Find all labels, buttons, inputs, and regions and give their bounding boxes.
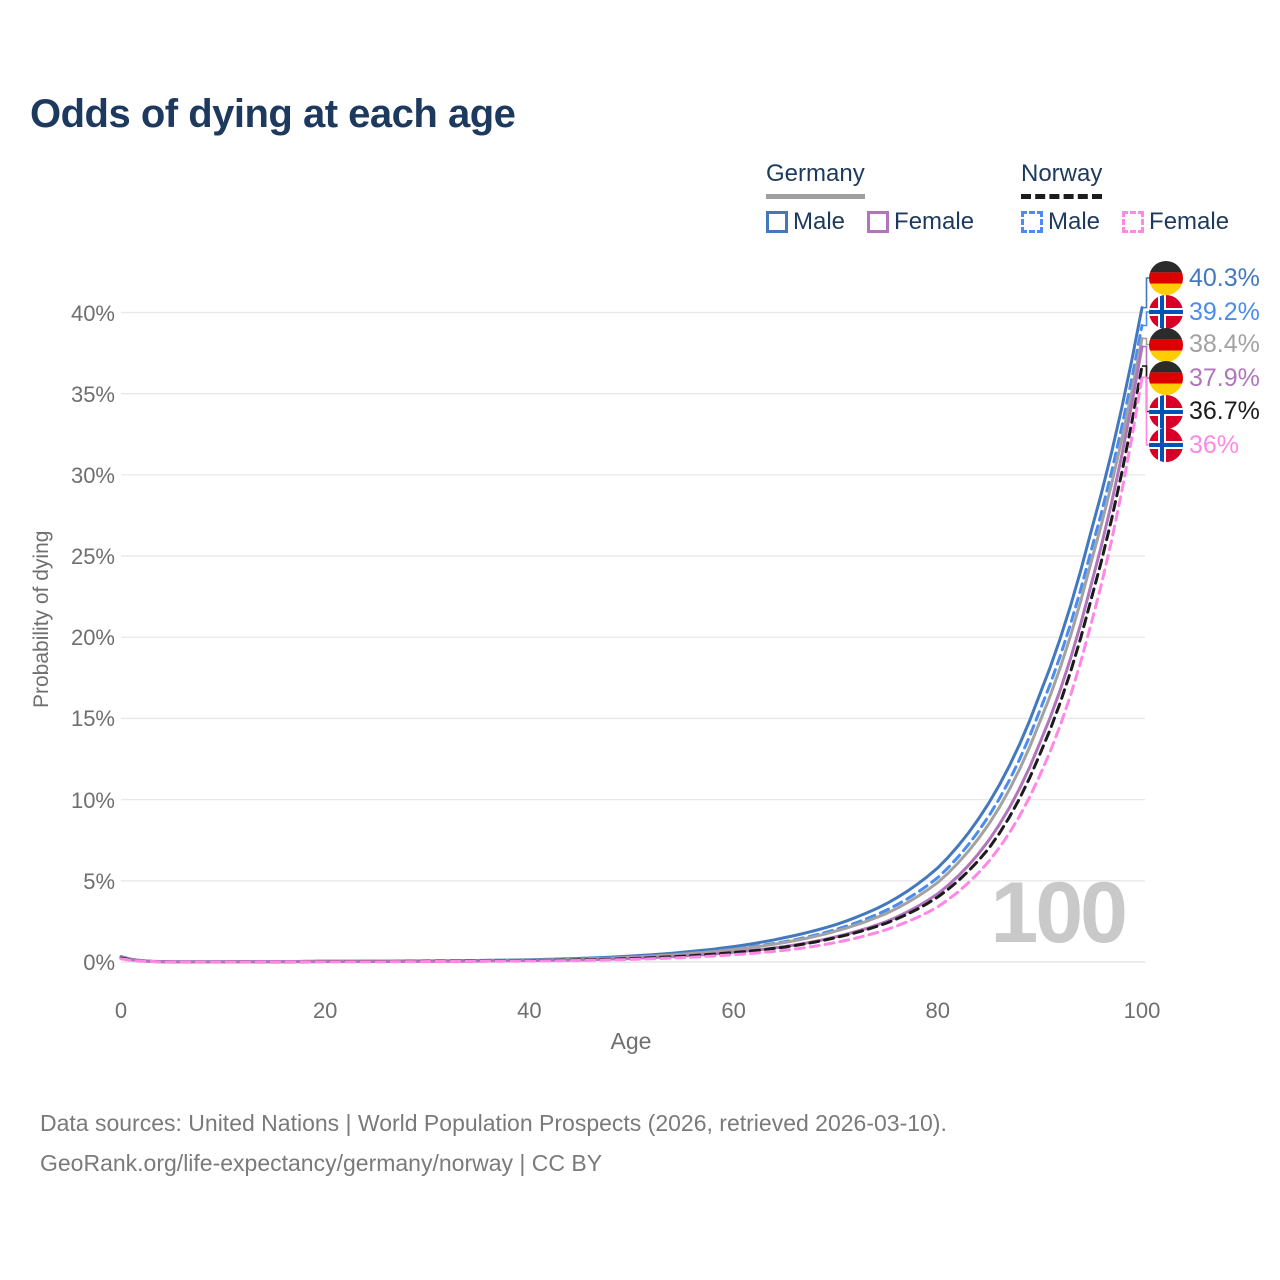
end-label-value: 39.2% (1189, 297, 1260, 326)
end-label-leader-line (1142, 311, 1150, 327)
x-tick-label: 80 (925, 998, 951, 1023)
legend-swatch-germany-female-icon (867, 211, 890, 233)
legend-group-germany: Germany Male Female (766, 160, 974, 236)
legend-label-norway-female: Female (1149, 208, 1230, 235)
end-label-leader-line (1142, 376, 1150, 446)
x-tick-label: 40 (517, 998, 542, 1023)
end-label-germany-male: 40.3% (1149, 261, 1260, 295)
x-axis-title: Age (610, 1028, 652, 1054)
norway-flag-icon (1149, 394, 1183, 429)
legend-swatch-germany-male-icon (766, 211, 788, 233)
age-watermark: 100 (990, 865, 1129, 961)
germany-flag-icon (1149, 327, 1183, 362)
series-line-germany-both (119, 337, 1144, 964)
series-line-norway-male (119, 324, 1144, 964)
legend-swatch-norway-male-icon (1021, 211, 1043, 233)
y-tick-label: 10% (70, 787, 115, 813)
x-tick-label: 100 (1123, 998, 1161, 1023)
y-tick-label: 15% (70, 706, 115, 732)
end-label-norway-male: 39.2% (1149, 295, 1260, 329)
end-label-norway-both: 36.7% (1149, 394, 1260, 429)
end-label-germany-both: 38.4% (1149, 327, 1260, 362)
end-label-value: 36.7% (1189, 397, 1260, 425)
x-tick-label: 20 (312, 998, 338, 1023)
legend-item-germany-female[interactable]: Female (867, 208, 974, 236)
footer-data-sources: Data sources: United Nations | World Pop… (40, 1110, 947, 1136)
end-label-leader-line (1142, 277, 1150, 309)
end-label-value: 36% (1189, 430, 1240, 459)
x-tick-label: 60 (721, 998, 746, 1023)
germany-flag-icon (1149, 361, 1183, 395)
footer-attribution: GeoRank.org/life-expectancy/germany/norw… (40, 1150, 603, 1176)
series-line-germany-male (119, 306, 1144, 964)
germany-flag-icon (1149, 261, 1183, 295)
end-label-germany-female: 37.9% (1149, 361, 1260, 395)
y-tick-label: 0% (83, 950, 115, 975)
norway-flag-icon (1149, 295, 1183, 329)
legend-swatch-norway-female-icon (1122, 211, 1145, 233)
y-tick-label: 35% (70, 381, 115, 407)
norway-flag-icon (1149, 428, 1183, 462)
legend-item-germany-male[interactable]: Male (766, 208, 845, 236)
end-label-norway-female: 36% (1149, 428, 1239, 462)
y-tick-label: 5% (83, 868, 115, 894)
legend-country-norway: Norway (1021, 160, 1103, 199)
legend-label-norway-male: Male (1048, 208, 1101, 235)
legend-item-norway-male[interactable]: Male (1021, 208, 1100, 236)
y-tick-label: 30% (70, 462, 115, 488)
legend-label-germany-female: Female (894, 208, 975, 235)
x-tick-label: 0 (114, 998, 128, 1023)
end-label-value: 38.4% (1189, 330, 1260, 358)
series-line-norway-both (119, 364, 1144, 964)
end-label-leader-line (1142, 337, 1150, 346)
y-tick-label: 40% (70, 300, 115, 326)
page-title: Odds of dying at each age (30, 92, 516, 136)
end-label-value: 37.9% (1189, 363, 1260, 392)
legend-label-germany-male: Male (793, 208, 846, 235)
series-line-germany-female (119, 345, 1144, 964)
series-line-norway-female (119, 376, 1144, 964)
end-label-leader-line (1142, 345, 1150, 379)
legend-item-norway-female[interactable]: Female (1122, 208, 1229, 236)
end-label-value: 40.3% (1189, 263, 1260, 292)
y-tick-label: 20% (70, 625, 115, 651)
legend-country-germany: Germany (766, 160, 865, 199)
legend-group-norway: Norway Male Female (1021, 160, 1229, 236)
y-tick-label: 25% (70, 544, 115, 570)
